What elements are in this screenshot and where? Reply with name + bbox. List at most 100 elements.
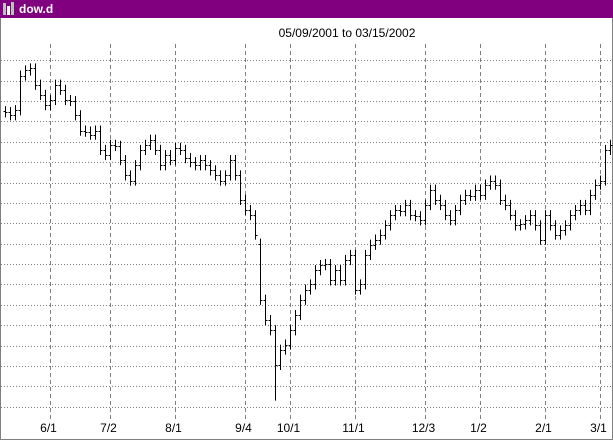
ohlc-bar bbox=[58, 79, 63, 95]
ohlc-bar bbox=[188, 153, 193, 168]
ohlc-bar bbox=[343, 254, 348, 286]
ohlc-bar bbox=[518, 219, 523, 231]
ohlc-bar bbox=[393, 204, 398, 221]
x-tick-label: 9/4 bbox=[235, 421, 252, 435]
ohlc-bar bbox=[453, 204, 458, 226]
ohlc-bar bbox=[593, 179, 598, 200]
ohlc-bar bbox=[523, 215, 528, 230]
ohlc-bar bbox=[388, 210, 393, 231]
ohlc-bar bbox=[213, 165, 218, 181]
ohlc-bar bbox=[13, 105, 18, 121]
ohlc-bar bbox=[308, 279, 313, 295]
ohlc-bar bbox=[533, 210, 538, 231]
ohlc-bar bbox=[448, 210, 453, 226]
ohlc-bar bbox=[163, 149, 168, 171]
ohlc-bar bbox=[233, 155, 238, 181]
ohlc-bar bbox=[123, 155, 128, 181]
ohlc-bar bbox=[73, 95, 78, 121]
ohlc-bar bbox=[63, 84, 68, 106]
ohlc-bar bbox=[228, 155, 233, 181]
ohlc-bar bbox=[218, 170, 223, 186]
ohlc-bar bbox=[293, 309, 298, 336]
ohlc-bar bbox=[83, 125, 88, 137]
ohlc-bar bbox=[428, 184, 433, 211]
ohlc-bar bbox=[118, 140, 123, 166]
window-title: dow.d bbox=[19, 2, 53, 16]
x-tick-label: 6/1 bbox=[40, 421, 57, 435]
ohlc-bar bbox=[473, 184, 478, 201]
ohlc-bar bbox=[333, 265, 338, 286]
ohlc-bar bbox=[23, 65, 28, 81]
ohlc-bar bbox=[18, 70, 23, 116]
ohlc-bar bbox=[358, 279, 363, 295]
ohlc-bar bbox=[148, 134, 153, 150]
ohlc-bar bbox=[353, 249, 358, 295]
ohlc-bar bbox=[323, 258, 328, 271]
ohlc-bar bbox=[553, 220, 558, 240]
ohlc-bar bbox=[203, 155, 208, 171]
ohlc-bar bbox=[38, 79, 43, 101]
ohlc-bar bbox=[488, 175, 493, 190]
ohlc-bar bbox=[113, 139, 118, 151]
ohlc-bar bbox=[278, 344, 283, 371]
ohlc-bar bbox=[288, 325, 293, 350]
ohlc-bar bbox=[403, 199, 408, 217]
x-tick-label: 3/1 bbox=[590, 421, 607, 435]
ohlc-bar bbox=[318, 260, 323, 276]
ohlc-bar bbox=[153, 134, 158, 156]
ohlc-bar bbox=[398, 204, 403, 217]
ohlc-bar bbox=[243, 194, 248, 216]
ohlc-bar bbox=[338, 265, 343, 286]
ohlc-bar bbox=[253, 210, 258, 240]
ohlc-bar bbox=[373, 234, 378, 250]
ohlc-bar bbox=[143, 139, 148, 156]
ohlc-bar bbox=[8, 107, 13, 121]
ohlc-bar bbox=[408, 199, 413, 221]
ohlc-bar bbox=[158, 144, 163, 171]
ohlc-bar bbox=[198, 155, 203, 171]
ohlc-bar bbox=[168, 149, 173, 166]
ohlc-bar bbox=[558, 225, 563, 240]
ohlc-bar bbox=[463, 189, 468, 205]
ohlc-bar bbox=[88, 126, 93, 140]
ohlc-bar bbox=[538, 220, 543, 245]
title-bar[interactable] bbox=[0, 0, 613, 18]
x-tick-label: 12/3 bbox=[412, 421, 436, 435]
ohlc-bar bbox=[433, 184, 438, 205]
ohlc-bar bbox=[328, 258, 333, 286]
ohlc-bar bbox=[48, 94, 53, 111]
ohlc-bar bbox=[68, 94, 73, 107]
ohlc-bar bbox=[528, 210, 533, 226]
ohlc-bar bbox=[78, 110, 83, 136]
ohlc-bar bbox=[298, 294, 303, 321]
ohlc-bar bbox=[183, 144, 188, 164]
ohlc-bar bbox=[573, 204, 578, 221]
ohlc-bar bbox=[443, 199, 448, 221]
ohlc-bar bbox=[93, 125, 98, 140]
ohlc-bar bbox=[238, 170, 243, 205]
chart-title: 05/09/2001 to 03/15/2002 bbox=[279, 26, 416, 40]
ohlc-bar bbox=[563, 220, 568, 236]
ohlc-bar bbox=[283, 339, 288, 355]
ohlc-bar bbox=[378, 229, 383, 245]
ohlc-bar bbox=[598, 175, 603, 190]
ohlc-bar bbox=[543, 210, 548, 245]
ohlc-bar bbox=[548, 210, 553, 231]
ohlc-bar bbox=[363, 249, 368, 290]
ohlc-bar bbox=[578, 199, 583, 216]
ohlc-bar bbox=[303, 284, 308, 305]
ohlc-bar bbox=[248, 204, 253, 221]
x-tick-label: 11/1 bbox=[342, 421, 365, 435]
ohlc-bar bbox=[208, 160, 213, 176]
x-tick-label: 7/2 bbox=[100, 421, 117, 435]
ohlc-bar bbox=[603, 144, 608, 186]
x-tick-label: 1/2 bbox=[470, 421, 487, 435]
ohlc-bar bbox=[223, 170, 228, 186]
ohlc-bar bbox=[173, 142, 178, 166]
ohlc-bar bbox=[178, 142, 183, 156]
ohlc-bar bbox=[368, 239, 373, 261]
ohlc-bar bbox=[43, 89, 48, 111]
ohlc-bar bbox=[503, 194, 508, 211]
x-tick-label: 10/1 bbox=[277, 421, 301, 435]
